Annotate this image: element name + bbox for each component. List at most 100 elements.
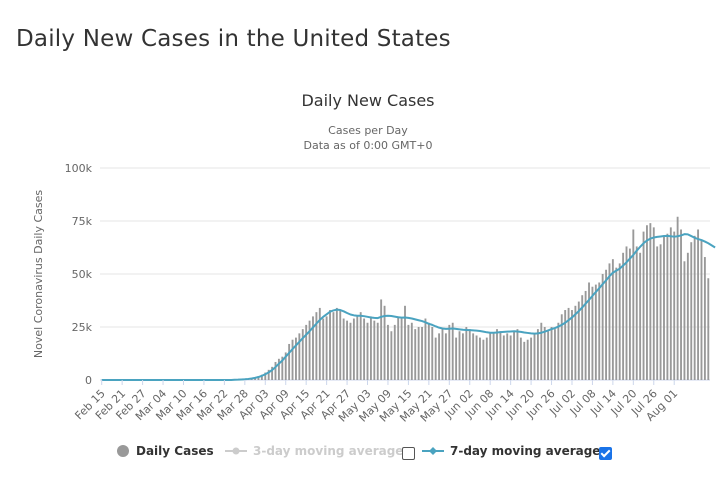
bar[interactable] — [342, 318, 345, 380]
bar[interactable] — [380, 299, 383, 380]
bar[interactable] — [601, 274, 604, 380]
bar[interactable] — [533, 333, 536, 380]
bar[interactable] — [318, 307, 321, 380]
bar[interactable] — [397, 316, 400, 380]
bar[interactable] — [543, 327, 546, 380]
bar[interactable] — [516, 329, 519, 380]
bar[interactable] — [499, 331, 502, 380]
bar[interactable] — [383, 305, 386, 380]
bar[interactable] — [581, 295, 584, 380]
bar[interactable] — [625, 246, 628, 380]
bar[interactable] — [615, 267, 618, 380]
bar[interactable] — [373, 320, 376, 380]
bar[interactable] — [659, 244, 662, 380]
bar[interactable] — [554, 329, 556, 380]
bar[interactable] — [594, 284, 597, 380]
bar[interactable] — [281, 356, 284, 380]
bar[interactable] — [468, 329, 471, 380]
bar[interactable] — [461, 333, 464, 380]
bar[interactable] — [663, 235, 665, 380]
bar[interactable] — [635, 246, 638, 380]
bar[interactable] — [410, 322, 413, 380]
bar[interactable] — [502, 335, 505, 380]
bar[interactable] — [417, 327, 420, 380]
legend-item-7day-average[interactable]: 7-day moving average — [422, 444, 600, 458]
bar[interactable] — [683, 261, 686, 380]
bar[interactable] — [690, 242, 693, 380]
bar[interactable] — [642, 231, 645, 380]
bar[interactable] — [315, 312, 318, 380]
bar[interactable] — [260, 374, 263, 380]
bar[interactable] — [676, 216, 679, 380]
bar[interactable] — [390, 331, 393, 380]
bar[interactable] — [257, 376, 260, 380]
checkbox-3day-average[interactable] — [402, 447, 415, 460]
bar[interactable] — [489, 333, 492, 380]
bar[interactable] — [649, 223, 652, 380]
bar[interactable] — [540, 322, 543, 380]
bar[interactable] — [523, 341, 526, 380]
bar[interactable] — [277, 358, 280, 380]
bar[interactable] — [424, 318, 427, 380]
bar[interactable] — [407, 324, 410, 380]
bar[interactable] — [448, 324, 451, 380]
bar[interactable] — [482, 339, 485, 380]
bar[interactable] — [496, 329, 498, 380]
bar[interactable] — [666, 233, 669, 380]
bar[interactable] — [404, 305, 406, 380]
bar[interactable] — [298, 333, 301, 380]
bar[interactable] — [530, 337, 533, 380]
bar[interactable] — [536, 329, 539, 380]
bar[interactable] — [339, 310, 342, 380]
bar[interactable] — [693, 235, 696, 380]
bar[interactable] — [387, 324, 389, 380]
bar[interactable] — [485, 337, 488, 380]
bar[interactable] — [479, 337, 481, 380]
bar[interactable] — [288, 343, 291, 380]
bar[interactable] — [434, 337, 437, 380]
bar[interactable] — [574, 305, 577, 380]
bar[interactable] — [352, 318, 355, 380]
bar[interactable] — [363, 318, 366, 380]
bar[interactable] — [458, 331, 461, 380]
bar[interactable] — [271, 366, 274, 380]
bar[interactable] — [703, 257, 706, 380]
legend-item-3day-average[interactable]: 3-day moving average — [225, 444, 403, 458]
legend-item-daily-cases[interactable]: Daily Cases — [116, 444, 214, 458]
bar[interactable] — [506, 333, 509, 380]
bar[interactable] — [359, 312, 362, 380]
bar[interactable] — [335, 307, 338, 380]
bar[interactable] — [267, 369, 270, 380]
bar[interactable] — [519, 337, 522, 380]
bar[interactable] — [356, 316, 359, 380]
bar[interactable] — [472, 333, 475, 380]
bar[interactable] — [465, 327, 468, 380]
bar[interactable] — [571, 310, 573, 380]
bar[interactable] — [393, 324, 396, 380]
bar[interactable] — [274, 361, 277, 380]
bar[interactable] — [346, 320, 349, 380]
bar[interactable] — [492, 333, 495, 380]
bar[interactable] — [577, 301, 580, 380]
bar[interactable] — [421, 327, 423, 380]
bar[interactable] — [686, 252, 689, 380]
bar[interactable] — [513, 331, 515, 380]
bar[interactable] — [639, 252, 642, 380]
bar[interactable] — [414, 329, 417, 380]
bar[interactable] — [284, 352, 287, 380]
bar[interactable] — [673, 231, 676, 380]
bar[interactable] — [509, 335, 512, 380]
checkbox-7day-average[interactable] — [599, 447, 612, 460]
bar[interactable] — [305, 324, 308, 380]
bar[interactable] — [312, 316, 314, 380]
bar[interactable] — [444, 333, 447, 380]
bar[interactable] — [376, 322, 379, 380]
bar[interactable] — [329, 310, 331, 380]
bar[interactable] — [438, 333, 441, 380]
bar[interactable] — [656, 246, 659, 380]
bar[interactable] — [584, 290, 587, 380]
bar[interactable] — [526, 339, 529, 380]
bar[interactable] — [557, 322, 560, 380]
bar[interactable] — [605, 269, 607, 380]
bar[interactable] — [427, 322, 430, 380]
